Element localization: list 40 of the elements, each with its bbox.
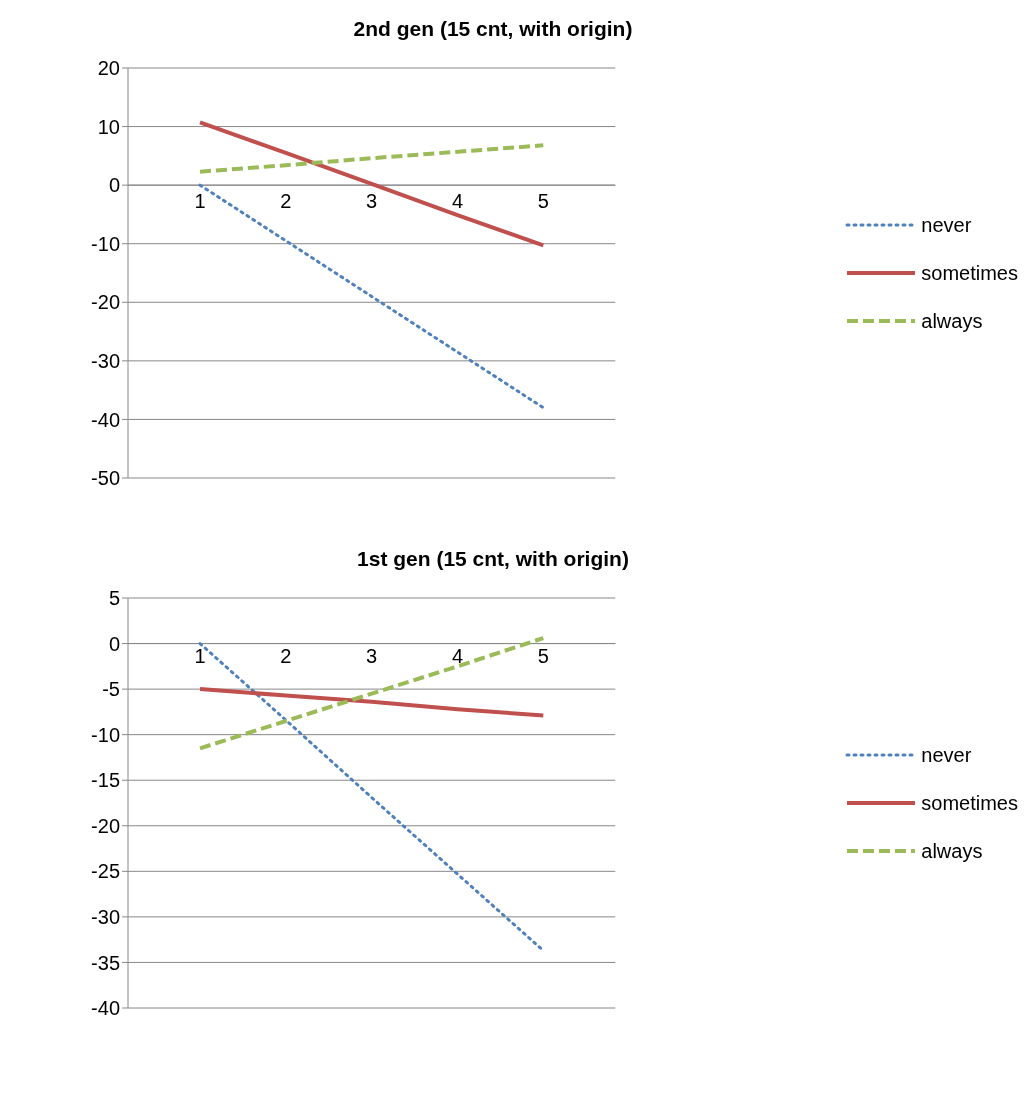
x-tick-label: 2 — [280, 189, 292, 212]
y-tick-label: -40 — [91, 408, 120, 431]
y-tick-label: 20 — [97, 57, 120, 80]
y-tick-label: -20 — [91, 814, 120, 837]
y-tick-label: 0 — [108, 632, 120, 655]
x-tick-label: 2 — [280, 644, 292, 667]
y-tick-label: 5 — [108, 587, 120, 610]
y-tick-label: -5 — [102, 678, 120, 701]
line-series — [198, 636, 546, 751]
x-tick-label: 5 — [537, 644, 549, 667]
y-tick-label: -30 — [91, 905, 120, 928]
y-tick-label: -40 — [91, 997, 120, 1020]
y-tick-label: -35 — [91, 951, 120, 974]
legend-label: always — [921, 839, 983, 863]
x-tick-label: 4 — [451, 644, 464, 667]
y-tick-label: -25 — [91, 860, 120, 883]
x-tick-label: 1 — [194, 644, 206, 667]
x-tick-label: 3 — [366, 189, 378, 212]
x-tick-label: 4 — [451, 189, 464, 212]
legend-label: sometimes — [921, 261, 1018, 285]
x-tick-label: 5 — [537, 189, 549, 212]
line-series — [198, 143, 546, 174]
legend-label: sometimes — [921, 791, 1018, 815]
line-series — [198, 120, 546, 248]
chart-title: 2nd gen (15 cnt, with origin) — [353, 17, 633, 40]
y-tick-label: 10 — [97, 115, 120, 138]
y-tick-label: -10 — [91, 232, 120, 255]
line-series — [198, 687, 546, 718]
y-tick-label: -10 — [91, 723, 120, 746]
chart-title: 1st gen (15 cnt, with origin) — [357, 547, 629, 570]
y-tick-label: -20 — [91, 291, 120, 314]
y-tick-label: -30 — [91, 349, 120, 372]
x-tick-label: 3 — [366, 644, 378, 667]
y-tick-label: -15 — [91, 769, 120, 792]
y-tick-label: -50 — [91, 467, 120, 490]
legend-label: always — [921, 309, 983, 333]
legend-label: never — [921, 213, 972, 237]
y-tick-label: 0 — [108, 174, 120, 197]
legend-label: never — [921, 743, 972, 767]
x-tick-label: 1 — [194, 189, 206, 212]
